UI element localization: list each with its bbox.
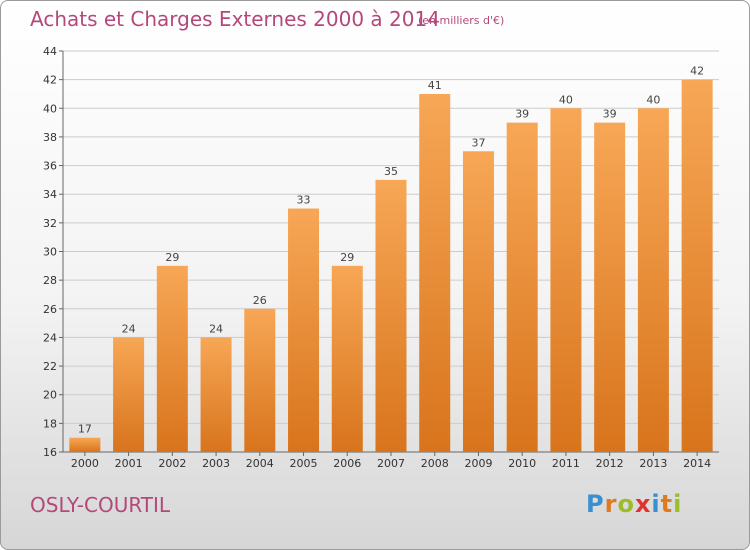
y-tick-label: 42 bbox=[43, 74, 57, 87]
bar bbox=[550, 108, 582, 453]
bar bbox=[156, 265, 188, 452]
data-label: 42 bbox=[690, 65, 704, 78]
bar bbox=[506, 122, 538, 452]
x-tick-label: 2005 bbox=[290, 457, 318, 470]
data-label: 35 bbox=[384, 165, 398, 178]
y-tick-label: 26 bbox=[43, 303, 57, 316]
x-tick-label: 2001 bbox=[115, 457, 143, 470]
data-label: 39 bbox=[515, 108, 529, 121]
y-tick-label: 32 bbox=[43, 217, 57, 230]
bar bbox=[681, 79, 713, 453]
x-tick-label: 2007 bbox=[377, 457, 405, 470]
x-tick-label: 2004 bbox=[246, 457, 274, 470]
y-tick-label: 24 bbox=[43, 331, 57, 344]
y-tick-label: 38 bbox=[43, 131, 57, 144]
y-tick-label: 34 bbox=[43, 188, 57, 201]
data-label: 33 bbox=[297, 194, 311, 207]
y-tick-label: 20 bbox=[43, 389, 57, 402]
y-tick-label: 40 bbox=[43, 102, 57, 115]
logo-letter: o bbox=[617, 490, 635, 518]
bar bbox=[69, 437, 101, 452]
y-tick-label: 30 bbox=[43, 246, 57, 259]
y-tick-label: 22 bbox=[43, 360, 57, 373]
data-label: 29 bbox=[340, 251, 354, 264]
logo-letter: t bbox=[660, 490, 674, 518]
x-tick-label: 2014 bbox=[683, 457, 711, 470]
x-tick-label: 2013 bbox=[639, 457, 667, 470]
data-label: 39 bbox=[603, 108, 617, 121]
proxiti-logo: Proxiti bbox=[586, 490, 682, 518]
data-label: 26 bbox=[253, 294, 267, 307]
data-label: 37 bbox=[471, 136, 485, 149]
bar bbox=[637, 108, 669, 453]
x-tick-label: 2009 bbox=[464, 457, 492, 470]
x-tick-label: 2008 bbox=[421, 457, 449, 470]
data-label: 40 bbox=[646, 93, 660, 106]
bar bbox=[331, 265, 363, 452]
bar bbox=[244, 308, 276, 452]
x-tick-label: 2010 bbox=[508, 457, 536, 470]
logo-letter: x bbox=[634, 490, 652, 518]
bar bbox=[594, 122, 626, 452]
logo-letter: i bbox=[673, 490, 683, 518]
logo-letter: r bbox=[604, 490, 618, 518]
x-tick-label: 2002 bbox=[158, 457, 186, 470]
x-tick-label: 2012 bbox=[596, 457, 624, 470]
y-tick-label: 16 bbox=[43, 446, 57, 459]
y-tick-label: 18 bbox=[43, 417, 57, 430]
y-tick-label: 36 bbox=[43, 160, 57, 173]
chart-unit: (en milliers d'€) bbox=[418, 14, 505, 27]
bar bbox=[200, 337, 232, 452]
x-tick-label: 2006 bbox=[333, 457, 361, 470]
chart-title: Achats et Charges Externes 2000 à 2014 bbox=[30, 7, 440, 31]
data-label: 41 bbox=[428, 79, 442, 92]
data-label: 17 bbox=[78, 423, 92, 436]
x-tick-label: 2000 bbox=[71, 457, 99, 470]
commune-name: OSLY-COURTIL bbox=[30, 493, 171, 517]
y-tick-label: 28 bbox=[43, 274, 57, 287]
logo-letter: i bbox=[651, 490, 661, 518]
x-tick-label: 2011 bbox=[552, 457, 580, 470]
data-label: 24 bbox=[209, 322, 223, 335]
bar bbox=[462, 151, 494, 452]
y-tick-label: 44 bbox=[43, 45, 57, 58]
bar bbox=[288, 208, 320, 452]
data-label: 24 bbox=[122, 322, 136, 335]
bar bbox=[375, 179, 407, 452]
data-label: 29 bbox=[165, 251, 179, 264]
data-label: 40 bbox=[559, 93, 573, 106]
x-tick-label: 2003 bbox=[202, 457, 230, 470]
bar bbox=[419, 93, 451, 452]
logo-letter: P bbox=[586, 490, 605, 518]
bar bbox=[113, 337, 145, 452]
